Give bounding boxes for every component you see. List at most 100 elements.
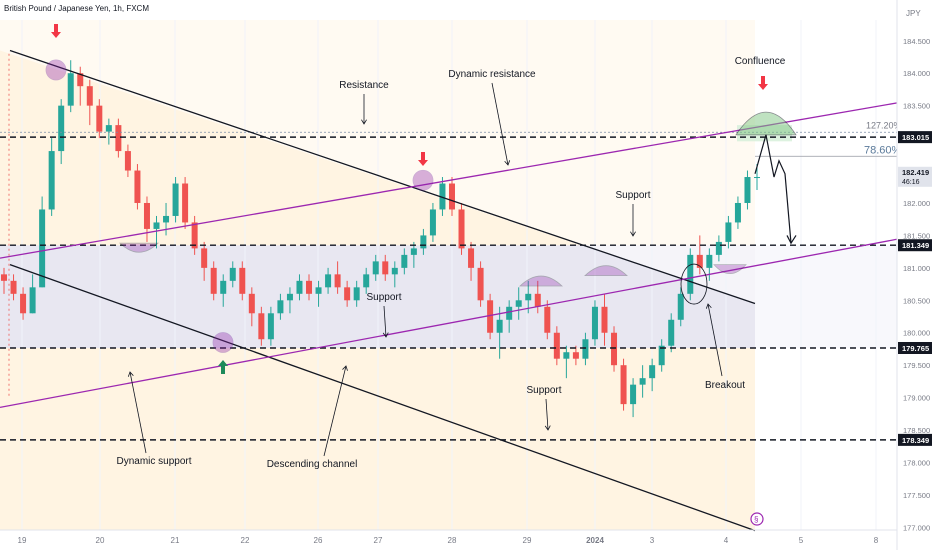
annotation-label: Breakout xyxy=(705,380,745,391)
candle xyxy=(201,241,208,281)
candle xyxy=(182,177,189,229)
candle xyxy=(325,267,332,294)
candle xyxy=(563,345,570,379)
candle-body xyxy=(239,267,246,294)
candle-body xyxy=(382,261,389,275)
candle-body xyxy=(668,319,675,346)
annotation-label: Dynamic resistance xyxy=(448,69,536,80)
candle xyxy=(191,215,198,255)
time-tick-label: 29 xyxy=(523,536,532,545)
candle xyxy=(105,118,112,145)
annotation-arrowhead xyxy=(382,332,389,338)
candle xyxy=(677,287,684,327)
candle xyxy=(668,313,675,353)
red-down-arrow-icon xyxy=(51,24,61,38)
candle xyxy=(715,235,722,262)
candle-body xyxy=(572,352,579,359)
candle-body xyxy=(296,280,303,294)
annotation-label: Resistance xyxy=(339,80,389,91)
candle xyxy=(315,280,322,307)
candle-body xyxy=(77,73,84,87)
candle-body xyxy=(468,248,475,268)
annotation-arrowhead xyxy=(342,365,348,371)
annotation-label: Support xyxy=(526,385,561,396)
red-down-arrow-icon xyxy=(418,152,428,166)
future-area xyxy=(755,20,897,530)
candle xyxy=(67,60,74,113)
candle-body xyxy=(201,248,208,268)
fib-label-127: 127.20% xyxy=(866,120,902,130)
candle xyxy=(96,99,103,139)
candle-body xyxy=(315,287,322,294)
candle xyxy=(591,300,598,346)
candle xyxy=(448,177,455,216)
candle-body xyxy=(754,177,760,179)
candle xyxy=(515,287,522,320)
candle xyxy=(506,300,513,333)
candle-body xyxy=(267,313,274,340)
candle-body xyxy=(363,274,370,288)
candle xyxy=(630,378,637,418)
price-badge xyxy=(898,239,932,252)
candle-body xyxy=(487,300,494,333)
candle-body xyxy=(591,306,598,340)
candle xyxy=(601,293,608,346)
candle-body xyxy=(306,280,313,294)
currency-label: JPY xyxy=(906,9,921,18)
candle xyxy=(382,254,389,281)
price-badge-countdown: 46:16 xyxy=(902,179,920,186)
descending-channel-lower-line xyxy=(9,264,756,532)
candle xyxy=(48,138,55,216)
event-icon[interactable] xyxy=(750,512,764,526)
candle-body xyxy=(153,222,160,229)
annotation-arrow xyxy=(491,82,509,166)
candle xyxy=(391,261,398,288)
candle-body xyxy=(458,209,465,249)
candle xyxy=(20,287,27,320)
projection-path xyxy=(754,134,792,244)
candle xyxy=(534,280,541,314)
annotation-arrowhead xyxy=(544,425,551,431)
candle-body xyxy=(544,306,551,333)
time-tick-label: 22 xyxy=(241,536,250,545)
time-tick-label: 27 xyxy=(374,536,383,545)
candle xyxy=(544,300,551,340)
candle-body xyxy=(277,300,284,314)
candle-body xyxy=(344,287,351,301)
time-tick-label: 3 xyxy=(650,536,655,545)
candle-body xyxy=(115,125,122,152)
green-up-arrow-icon xyxy=(218,360,228,374)
annotation-arrowhead xyxy=(630,231,636,237)
candle-body xyxy=(353,287,360,301)
price-tick-label: 179.500 xyxy=(903,361,930,370)
candle-body xyxy=(677,293,684,320)
candle xyxy=(153,215,160,249)
time-tick-label: 19 xyxy=(18,536,27,545)
descending-channel-upper-line xyxy=(9,49,756,305)
candle-body xyxy=(658,345,665,366)
candle xyxy=(353,280,360,307)
candle-body xyxy=(401,254,408,268)
candle-body xyxy=(477,267,484,301)
candle-body xyxy=(10,280,17,294)
candle-body xyxy=(163,215,170,223)
candle xyxy=(639,365,646,398)
candle xyxy=(477,261,484,307)
candle xyxy=(258,306,265,346)
candle xyxy=(58,99,65,165)
candle xyxy=(86,79,93,126)
candle-body xyxy=(582,339,589,359)
time-tick-label: 5 xyxy=(799,536,804,545)
price-badge xyxy=(898,166,932,187)
candle-body xyxy=(706,254,713,268)
candle-body xyxy=(515,300,522,307)
annotation-label: Descending channel xyxy=(267,459,358,470)
candle-body xyxy=(506,306,513,320)
candle xyxy=(496,306,503,359)
candle-body xyxy=(86,86,93,106)
candle xyxy=(744,170,751,210)
candle-body xyxy=(334,274,341,288)
candle xyxy=(429,202,436,242)
candle xyxy=(420,228,427,255)
